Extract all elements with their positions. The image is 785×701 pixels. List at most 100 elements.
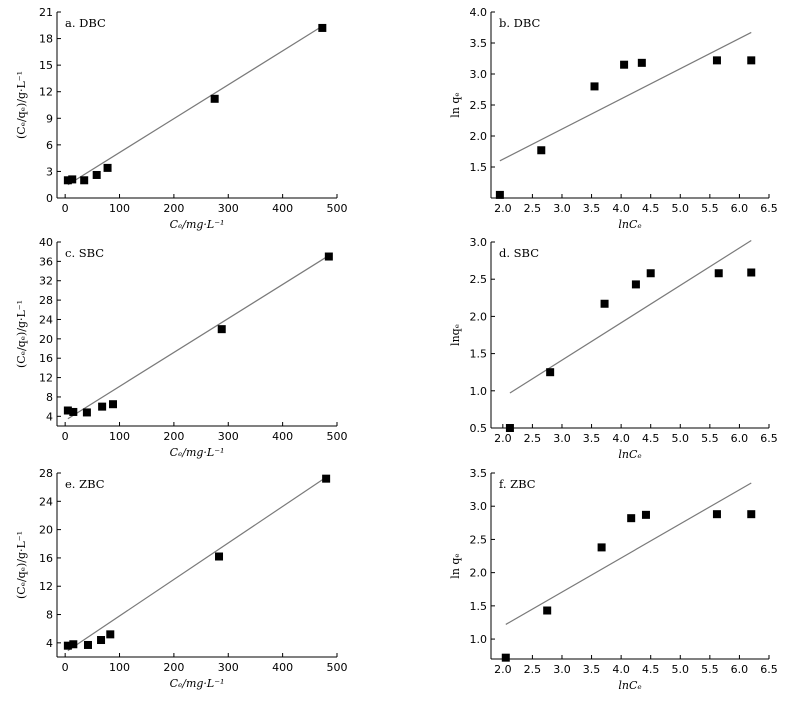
x-tick-label: 100 bbox=[109, 202, 130, 215]
x-tick-label: 6.0 bbox=[731, 663, 749, 676]
data-point bbox=[537, 146, 546, 155]
panel-title: d. SBC bbox=[499, 246, 539, 260]
x-axis-label: lnCₑ bbox=[618, 218, 641, 231]
fit-line bbox=[67, 25, 323, 186]
x-tick-label: 2.5 bbox=[524, 432, 542, 445]
data-point bbox=[590, 82, 599, 91]
data-point bbox=[69, 407, 78, 416]
y-axis-label: lnqₑ bbox=[449, 324, 462, 346]
chart-panel-e: 0 100 200 300 400 500 4 8 12 16 20 24 28 e. ZBC Cₑ/mg·… bbox=[15, 467, 348, 690]
data-point bbox=[501, 653, 510, 662]
y-tick-label: 4 bbox=[46, 637, 53, 650]
x-tick-label: 3.0 bbox=[553, 663, 571, 676]
data-point bbox=[637, 58, 646, 67]
x-axis-label: lnCₑ bbox=[618, 448, 641, 461]
data-point bbox=[210, 94, 219, 103]
data-point bbox=[63, 176, 72, 185]
y-tick-label: 32 bbox=[39, 275, 53, 288]
x-tick-label: 5.0 bbox=[672, 432, 690, 445]
y-tick-label: 2.0 bbox=[470, 567, 488, 580]
x-tick-label: 6.0 bbox=[731, 432, 749, 445]
data-point bbox=[712, 510, 721, 519]
x-tick-label: 4.0 bbox=[612, 663, 630, 676]
x-tick-label: 4.0 bbox=[612, 202, 630, 215]
data-point bbox=[109, 400, 117, 409]
x-tick-label: 100 bbox=[109, 661, 130, 674]
x-tick-label: 200 bbox=[163, 430, 184, 443]
data-point bbox=[92, 170, 101, 179]
y-tick-label: 18 bbox=[39, 33, 53, 46]
x-tick-label: 200 bbox=[163, 202, 184, 215]
y-tick-label: 8 bbox=[46, 609, 53, 622]
x-tick-label: 100 bbox=[109, 430, 130, 443]
y-tick-label: 1.0 bbox=[470, 385, 488, 398]
x-tick-label: 2.0 bbox=[494, 663, 512, 676]
panel-title: f. ZBC bbox=[499, 477, 536, 491]
y-tick-label: 40 bbox=[39, 236, 53, 249]
panel-title: c. SBC bbox=[65, 246, 104, 260]
x-tick-label: 3.5 bbox=[583, 202, 601, 215]
x-tick-label: 4.5 bbox=[642, 663, 660, 676]
data-point bbox=[712, 56, 721, 65]
data-point bbox=[546, 368, 555, 377]
data-point bbox=[63, 641, 72, 650]
y-tick-label: 6 bbox=[46, 139, 53, 152]
x-tick-label: 6.0 bbox=[731, 202, 749, 215]
data-point bbox=[495, 190, 504, 199]
y-tick-label: 21 bbox=[39, 6, 53, 19]
data-point bbox=[620, 60, 629, 69]
fit-line bbox=[509, 240, 752, 394]
x-tick-label: 4.0 bbox=[612, 432, 630, 445]
x-tick-label: 2.5 bbox=[524, 202, 542, 215]
y-tick-label: 15 bbox=[39, 59, 53, 72]
data-point bbox=[318, 23, 327, 32]
y-tick-label: 2.5 bbox=[470, 273, 488, 286]
data-point bbox=[83, 640, 92, 649]
y-axis-label: (Cₑ/qₑ)/g·L⁻¹ bbox=[15, 531, 28, 599]
y-tick-label: 12 bbox=[39, 372, 53, 385]
y-tick-label: 4.0 bbox=[470, 6, 488, 19]
y-tick-label: 3.0 bbox=[470, 236, 488, 249]
y-tick-label: 12 bbox=[39, 580, 53, 593]
y-tick-label: 9 bbox=[46, 112, 53, 125]
y-tick-label: 3.0 bbox=[470, 68, 488, 81]
data-point bbox=[641, 510, 650, 519]
x-axis-label: Cₑ/mg·L⁻¹ bbox=[170, 446, 225, 459]
y-tick-label: 28 bbox=[39, 467, 53, 480]
y-tick-label: 16 bbox=[39, 552, 53, 565]
x-tick-label: 500 bbox=[327, 661, 348, 674]
fit-line bbox=[505, 482, 752, 625]
y-tick-label: 0.5 bbox=[470, 422, 488, 435]
fit-line bbox=[499, 31, 752, 162]
x-tick-label: 500 bbox=[327, 430, 348, 443]
x-tick-label: 0 bbox=[62, 661, 69, 674]
y-tick-label: 2.0 bbox=[470, 130, 488, 143]
x-tick-label: 4.5 bbox=[642, 202, 660, 215]
y-tick-label: 8 bbox=[46, 391, 53, 404]
y-tick-label: 24 bbox=[39, 495, 53, 508]
x-tick-label: 6.5 bbox=[760, 432, 778, 445]
chart-panel-d: 2.0 2.5 3.0 3.5 4.0 4.5 5.0 5.5 6.0 6.5 0.5 1.0 1.5 2… bbox=[449, 236, 778, 461]
y-tick-label: 2.0 bbox=[470, 310, 488, 323]
y-tick-label: 12 bbox=[39, 86, 53, 99]
x-tick-label: 2.0 bbox=[494, 432, 512, 445]
y-axis-label: (Cₑ/qₑ)/g·L⁻¹ bbox=[15, 300, 28, 368]
x-tick-label: 400 bbox=[272, 661, 293, 674]
y-tick-label: 24 bbox=[39, 313, 53, 326]
y-axis-label: ln qₑ bbox=[449, 553, 462, 578]
y-tick-label: 3.5 bbox=[470, 37, 488, 50]
data-point bbox=[627, 514, 636, 523]
x-tick-label: 6.5 bbox=[760, 663, 778, 676]
data-point bbox=[505, 424, 514, 432]
x-tick-label: 300 bbox=[218, 202, 239, 215]
y-tick-label: 36 bbox=[39, 255, 53, 268]
y-tick-label: 2.5 bbox=[470, 533, 488, 546]
x-tick-label: 3.5 bbox=[583, 663, 601, 676]
data-point bbox=[543, 606, 552, 615]
y-tick-label: 28 bbox=[39, 294, 53, 307]
x-tick-label: 300 bbox=[218, 661, 239, 674]
data-point bbox=[80, 176, 89, 185]
panel-title: b. DBC bbox=[499, 16, 541, 30]
chart-panel-f: 2.0 2.5 3.0 3.5 4.0 4.5 5.0 5.5 6.0 6.5 1.0 1.5 2.0 2… bbox=[449, 467, 778, 692]
